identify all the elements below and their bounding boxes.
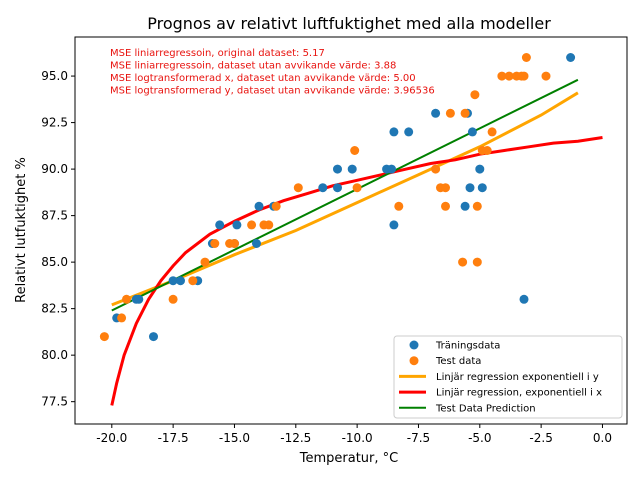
data-point-1-24	[472, 257, 482, 267]
data-point-0-17	[347, 164, 357, 174]
legend-marker-1	[409, 356, 419, 366]
data-point-0-25	[467, 127, 477, 137]
y-tick-label-5: 90.0	[41, 162, 68, 176]
x-axis: -20.0 -17.5 -15.0 -12.5 -10.0 -7.5 -5.0 -2.5 0.0	[96, 424, 612, 445]
data-point-1-28	[482, 146, 492, 155]
legend-label-4: Test Data Prediction	[435, 403, 536, 414]
data-point-0-16	[333, 164, 342, 174]
data-point-0-20	[389, 220, 399, 230]
data-point-1-35	[521, 53, 531, 62]
series-lines	[110, 78, 603, 406]
data-point-1-22	[460, 108, 470, 118]
legend-label-0: Träningsdata	[435, 341, 500, 352]
data-point-1-30	[497, 71, 507, 81]
data-point-0-27	[465, 183, 475, 193]
data-point-0-31	[566, 53, 576, 62]
data-point-1-25	[472, 201, 482, 211]
data-point-1-9	[247, 220, 257, 230]
data-point-1-20	[441, 201, 450, 211]
data-point-0-2	[134, 294, 144, 304]
legend-marker-0	[409, 340, 419, 350]
data-point-0-21	[389, 127, 399, 137]
data-point-1-0	[99, 332, 109, 342]
y-tick-label-7: 95.0	[41, 69, 68, 83]
data-point-0-14	[318, 183, 328, 193]
data-point-1-11	[264, 220, 274, 230]
data-point-0-29	[477, 183, 487, 193]
data-point-0-11	[252, 239, 261, 248]
data-point-0-23	[431, 108, 441, 118]
x-tick-label-2: -15.0	[219, 431, 250, 445]
data-point-1-31	[504, 71, 514, 81]
data-point-1-12	[271, 201, 281, 211]
data-point-0-30	[519, 294, 529, 304]
x-axis-label: Temperatur, °C	[299, 451, 398, 466]
series-line-3	[110, 136, 603, 406]
data-point-1-26	[470, 90, 480, 100]
mse-annotations: MSE liniarregressoin, original dataset: …	[110, 48, 435, 97]
x-tick-label-4: -10.0	[342, 431, 373, 445]
data-point-0-3	[149, 332, 158, 342]
data-point-1-36	[541, 71, 551, 81]
data-point-1-17	[431, 164, 441, 174]
y-tick-label-1: 80.0	[41, 348, 68, 362]
x-tick-label-0: -20.0	[96, 431, 127, 445]
data-point-0-28	[475, 164, 485, 174]
data-point-0-12	[254, 201, 264, 211]
x-tick-label-7: -2.5	[529, 431, 552, 445]
data-point-0-5	[176, 276, 185, 286]
x-tick-label-6: -5.0	[468, 431, 491, 445]
data-point-1-13	[293, 183, 303, 193]
x-tick-label-3: -12.5	[280, 431, 311, 445]
data-point-1-2	[122, 294, 131, 304]
x-tick-label-1: -17.5	[158, 431, 189, 445]
data-point-0-26	[460, 201, 470, 211]
x-tick-label-8: 0.0	[593, 431, 612, 445]
y-tick-label-0: 77.5	[41, 395, 68, 409]
legend-label-1: Test data	[435, 356, 481, 367]
y-axis-label: Relativt lutfuktighet %	[14, 157, 29, 303]
y-axis: 77.5 80.0 82.5 85.0 87.5 90.0 92.5 95.0	[41, 69, 75, 409]
data-point-1-29	[487, 127, 497, 137]
mse-annotation-1: MSE liniarregressoin, dataset utan avvik…	[110, 61, 396, 72]
data-point-1-34	[519, 71, 529, 81]
data-point-0-8	[215, 220, 225, 230]
data-point-1-8	[230, 239, 239, 248]
y-tick-label-2: 82.5	[41, 302, 68, 316]
legend-box	[393, 335, 623, 419]
data-point-1-1	[117, 313, 127, 323]
data-point-1-21	[445, 108, 455, 118]
x-tick-label-5: -7.5	[407, 431, 430, 445]
data-point-1-4	[188, 276, 198, 286]
legend-label-3: Linjär regression, exponentiell i x	[436, 388, 602, 399]
data-point-1-23	[458, 257, 468, 267]
data-point-1-15	[350, 146, 360, 155]
legend: Träningsdata Test data Linjär regression e…	[393, 335, 623, 419]
data-point-0-19	[387, 164, 396, 174]
data-point-1-3	[168, 294, 178, 304]
data-point-0-22	[404, 127, 414, 137]
data-point-1-14	[352, 183, 362, 193]
data-point-1-16	[394, 201, 404, 211]
mse-annotation-0: MSE liniarregressoin, original dataset: …	[110, 48, 325, 59]
data-point-0-10	[232, 220, 242, 230]
y-tick-label-3: 85.0	[41, 255, 68, 269]
series-line-4	[111, 78, 579, 312]
series-line-2	[111, 91, 579, 307]
mse-annotation-3: MSE logtransformerad y, dataset utan avv…	[110, 86, 435, 97]
chart-title: Prognos av relativt luftfuktighet med al…	[147, 14, 551, 33]
mse-annotation-2: MSE logtransformerad x, dataset utan avv…	[110, 73, 416, 84]
legend-label-2: Linjär regression exponentiell i y	[436, 372, 599, 383]
data-point-0-15	[333, 183, 342, 193]
data-point-0-4	[168, 276, 178, 286]
series-points	[99, 53, 576, 342]
data-point-1-6	[210, 239, 220, 248]
data-point-1-5	[200, 257, 210, 267]
data-point-1-19	[441, 183, 450, 193]
y-tick-label-6: 92.5	[41, 116, 68, 130]
plot-frame	[74, 36, 628, 425]
y-tick-label-4: 87.5	[41, 209, 68, 223]
